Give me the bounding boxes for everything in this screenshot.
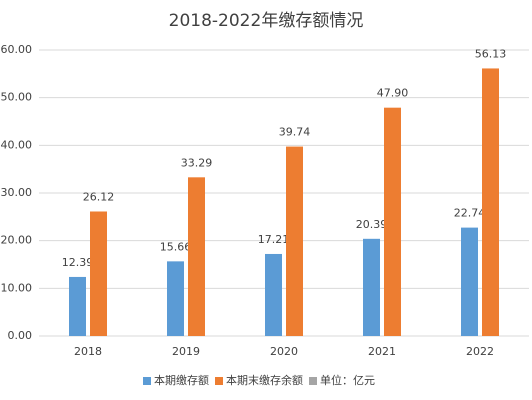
- legend-swatch: [143, 377, 151, 385]
- data-label: 39.74: [279, 126, 311, 139]
- bar: [384, 107, 401, 336]
- bar: [167, 261, 184, 336]
- chart-title: 2018-2022年缴存额情况: [169, 11, 364, 31]
- legend-swatch: [215, 377, 223, 385]
- data-label: 26.12: [83, 190, 115, 203]
- data-label: 22.74: [454, 207, 486, 220]
- bar: [461, 227, 478, 336]
- bar: [265, 253, 282, 336]
- data-label: 20.39: [356, 218, 388, 231]
- data-label: 56.13: [475, 47, 507, 60]
- bar: [90, 211, 107, 336]
- y-tick-label: 10.00: [1, 281, 33, 294]
- legend-swatch: [309, 377, 317, 385]
- legend-label: 本期末缴存余额: [226, 373, 303, 387]
- data-label: 33.29: [181, 156, 213, 169]
- bar: [363, 238, 380, 336]
- legend-label: 单位：亿元: [320, 373, 375, 387]
- y-tick-label: 30.00: [1, 186, 33, 199]
- x-tick-label: 2018: [74, 345, 102, 358]
- x-tick-label: 2021: [368, 345, 396, 358]
- x-tick-label: 2022: [466, 345, 494, 358]
- x-tick-label: 2020: [270, 345, 298, 358]
- x-tick-label: 2019: [172, 345, 200, 358]
- bar: [286, 146, 303, 336]
- bar: [188, 177, 205, 336]
- legend-label: 本期缴存额: [154, 373, 209, 387]
- data-label: 17.21: [258, 233, 290, 246]
- bar: [69, 276, 86, 336]
- data-label: 15.66: [160, 240, 192, 253]
- y-tick-label: 40.00: [1, 138, 33, 151]
- bar: [482, 68, 499, 337]
- y-tick-label: 50.00: [1, 91, 33, 104]
- y-tick-label: 0.00: [8, 329, 33, 342]
- y-tick-label: 20.00: [1, 234, 33, 247]
- data-label: 47.90: [377, 87, 409, 100]
- y-tick-label: 60.00: [1, 43, 33, 56]
- data-label: 12.39: [62, 256, 94, 269]
